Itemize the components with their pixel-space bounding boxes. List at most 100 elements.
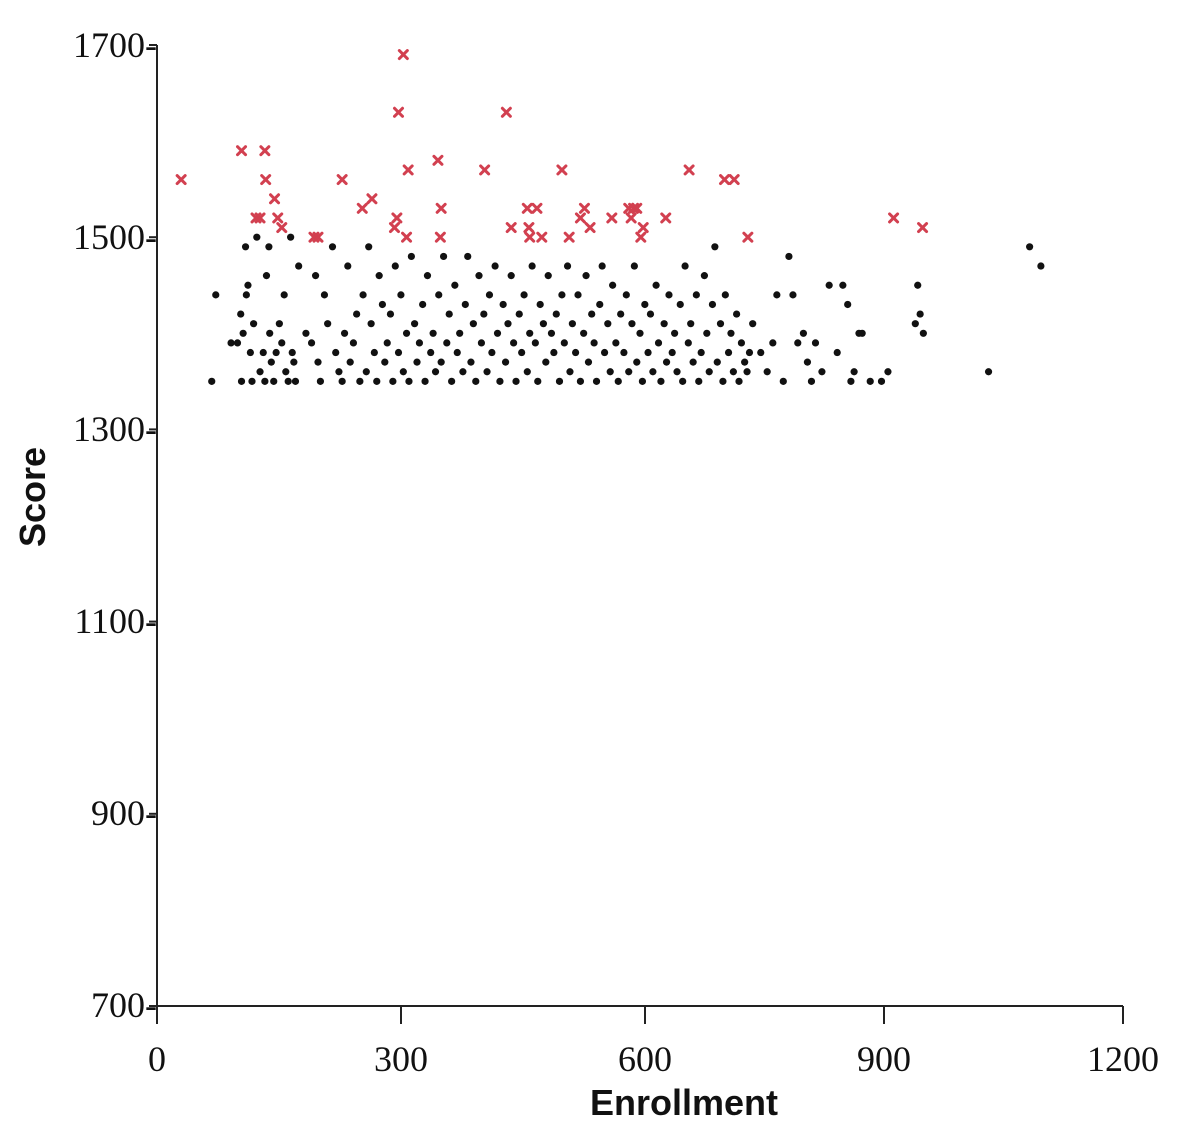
point-dot (483, 368, 491, 376)
point-x-marker (393, 106, 404, 118)
point-dot (402, 329, 411, 337)
point-dot (741, 358, 749, 366)
point-dot (592, 377, 601, 385)
point-x-marker (401, 231, 413, 243)
point-dot (847, 377, 855, 385)
point-dot (399, 368, 407, 376)
point-dot (612, 339, 620, 347)
point-x-marker (175, 174, 187, 186)
point-dot (733, 310, 741, 318)
point-dot (344, 262, 352, 270)
point-dot (456, 329, 464, 337)
point-dot (290, 358, 298, 366)
point-dot (681, 262, 689, 270)
point-dot (453, 348, 461, 357)
y-axis: 700- 900- 1100- 1300- 1500- 1700- (73, 25, 157, 1025)
point-dot (338, 377, 346, 385)
point-x-marker (259, 145, 271, 157)
point-dot (914, 281, 922, 289)
point-dot (625, 368, 633, 376)
point-dot (415, 339, 424, 347)
point-dot (636, 329, 644, 337)
point-dot (877, 377, 886, 385)
point-dot (515, 310, 523, 318)
point-dot (644, 348, 652, 357)
point-dot (518, 348, 526, 357)
point-dot (646, 310, 655, 318)
y-tick-label-1300: 1300- (73, 409, 157, 449)
point-dot (241, 243, 250, 251)
point-dot (574, 291, 582, 299)
point-dot (259, 348, 267, 357)
point-dot (568, 320, 576, 328)
point-dot (866, 377, 874, 385)
point-x-marker (269, 193, 281, 205)
point-dot (555, 377, 564, 385)
point-x-marker (500, 106, 512, 118)
x-tick-label-300: 300 (374, 1039, 428, 1079)
point-dot (288, 348, 296, 357)
point-dot (1037, 262, 1045, 270)
point-x-marker (888, 212, 900, 224)
point-dot (261, 377, 269, 385)
point-dot (332, 348, 340, 357)
point-dot (389, 377, 397, 385)
point-dot (984, 368, 993, 376)
point-dot (789, 291, 797, 299)
point-dot (242, 291, 250, 299)
point-x-marker (531, 202, 543, 214)
point-dot (884, 368, 892, 376)
point-x-marker (272, 212, 284, 224)
point-x-marker (276, 222, 288, 234)
point-dot (560, 339, 568, 347)
point-dot (638, 377, 647, 385)
point-dot (598, 262, 606, 270)
point-x-marker (728, 174, 740, 186)
point-dot (346, 358, 354, 366)
point-dot (544, 272, 552, 280)
point-dot (437, 358, 445, 366)
point-dot (716, 320, 725, 328)
point-dot (311, 272, 320, 280)
y-tick-label-1700: 1700- (73, 25, 157, 65)
point-x-marker (236, 145, 248, 157)
point-dot (472, 377, 480, 385)
point-dot (307, 339, 316, 347)
point-dot (244, 281, 252, 289)
point-dot (785, 252, 793, 261)
point-dot (510, 339, 518, 347)
point-dot (507, 272, 515, 280)
point-dot (367, 320, 375, 328)
point-dot (267, 358, 275, 366)
point-dot (405, 377, 413, 385)
point-dot (534, 377, 542, 385)
point-dot (1026, 243, 1034, 251)
point-dot (687, 320, 695, 328)
point-x-marker (660, 212, 672, 224)
point-x-marker (637, 222, 649, 234)
point-dot (523, 368, 531, 376)
point-dot (584, 358, 593, 366)
point-dot (480, 310, 488, 318)
point-dot (375, 272, 383, 280)
point-x-marker (397, 49, 409, 61)
point-dot (695, 377, 703, 385)
point-dot (520, 291, 528, 299)
point-dot (628, 320, 636, 328)
point-dot (743, 368, 751, 376)
point-dot (512, 377, 520, 385)
point-dot (335, 368, 343, 376)
point-x-marker (260, 174, 272, 186)
point-dot (803, 358, 812, 366)
point-dot (391, 262, 399, 270)
point-dot (275, 320, 283, 328)
point-dot (708, 300, 717, 309)
point-dot (429, 329, 437, 337)
point-dot (316, 377, 325, 385)
point-x-marker (388, 222, 400, 234)
y-tick-label-1100: 1100- (74, 601, 157, 641)
point-dot (858, 329, 866, 337)
point-dot (735, 377, 743, 385)
y-tick-label-700: 700- (91, 985, 157, 1025)
